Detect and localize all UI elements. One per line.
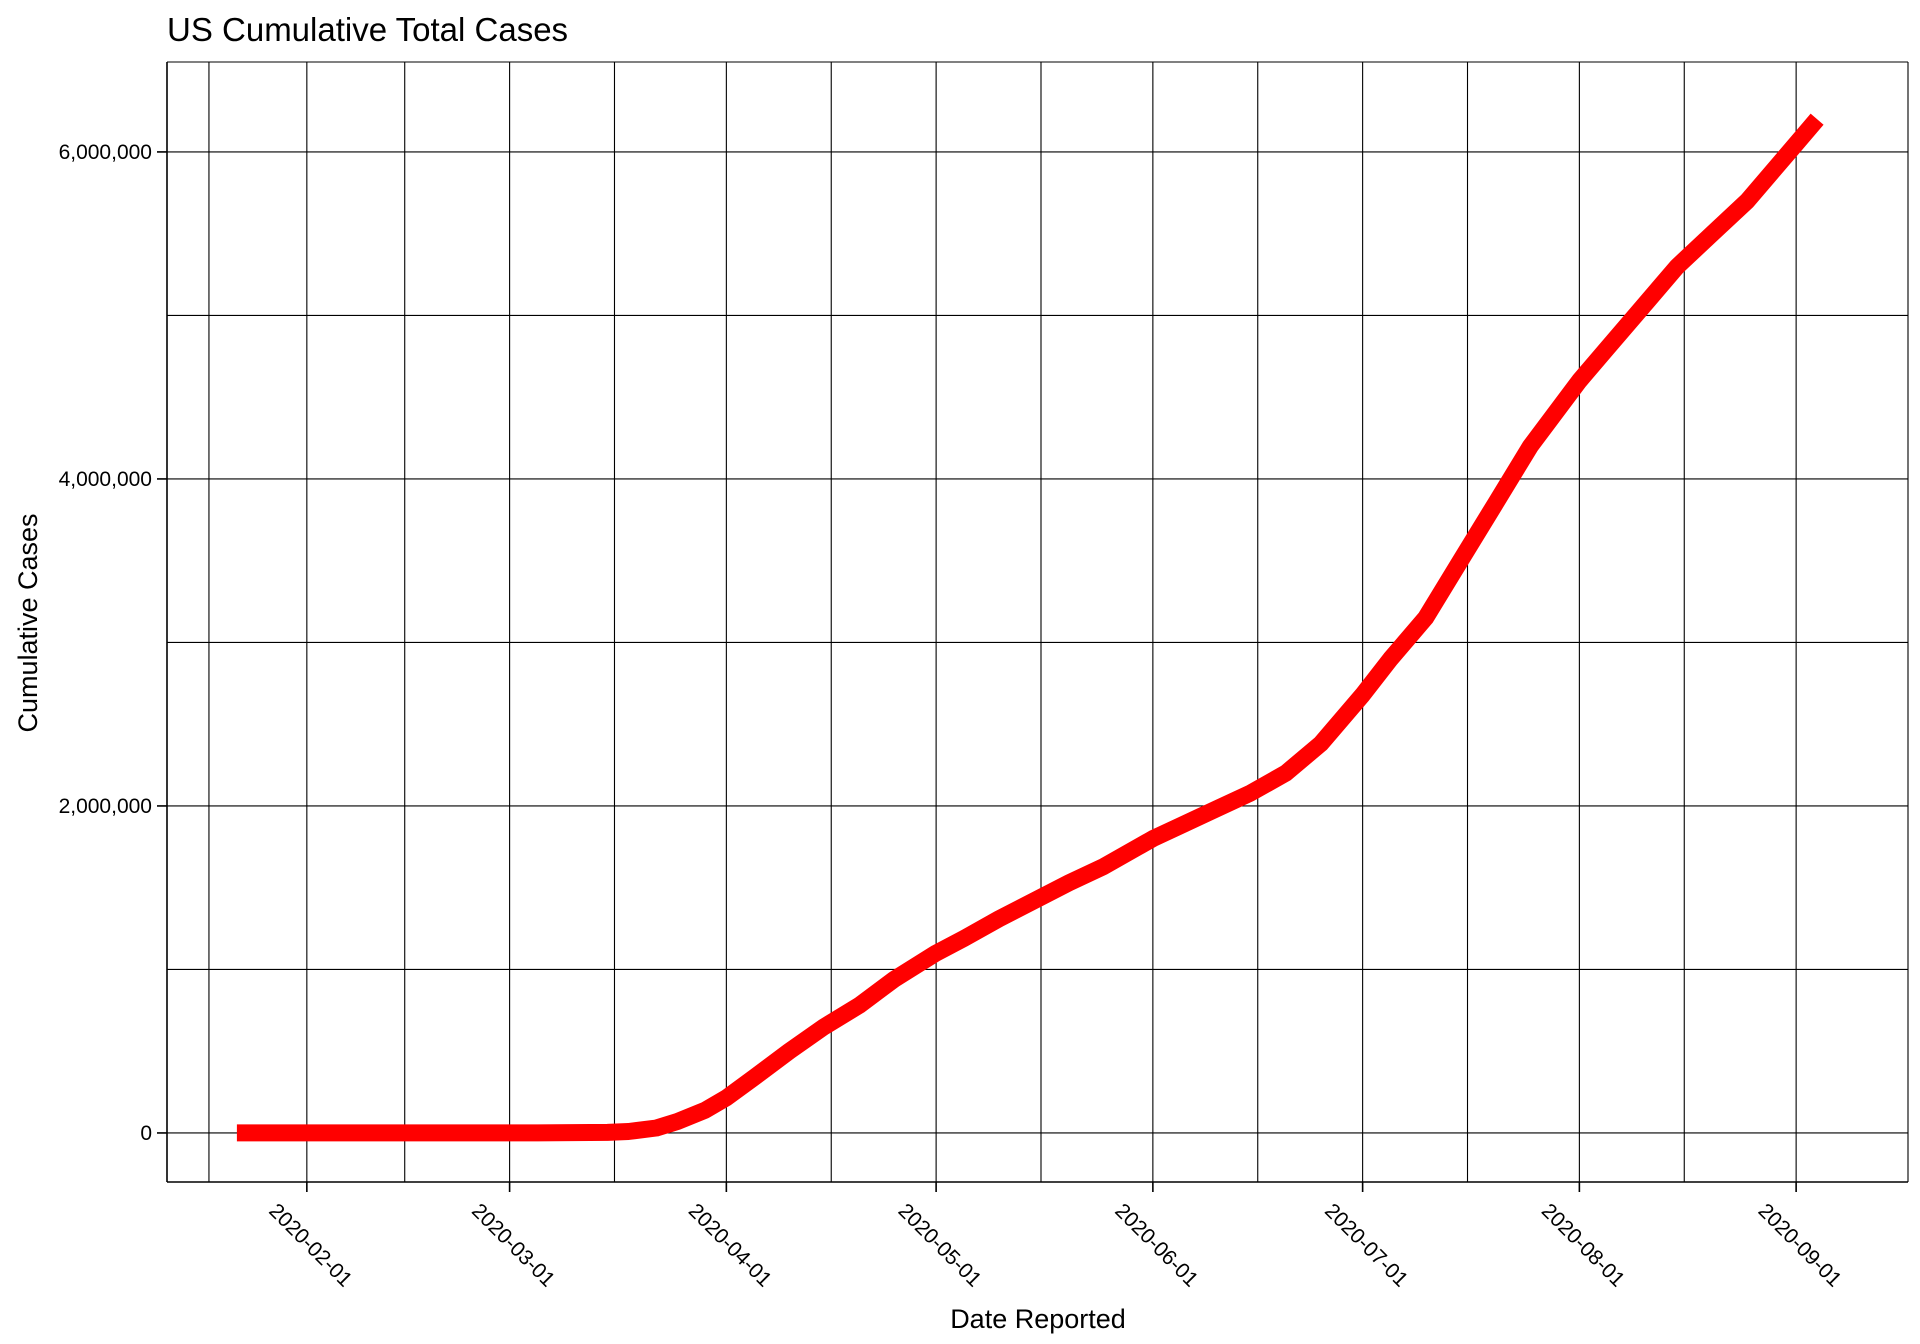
tick-labels: 0 2,000,000 4,000,000 6,000,000 2020-02-01 20… bbox=[59, 141, 1846, 1292]
y-tick-label: 0 bbox=[140, 1122, 152, 1145]
y-tick-label: 6,000,000 bbox=[59, 141, 152, 164]
x-axis-title: Date Reported bbox=[950, 1304, 1126, 1334]
chart-title: US Cumulative Total Cases bbox=[167, 11, 568, 48]
x-tick-label: 2020-07-01 bbox=[1320, 1199, 1412, 1291]
x-tick-label: 2020-09-01 bbox=[1754, 1199, 1846, 1291]
y-axis-title: Cumulative Cases bbox=[13, 513, 43, 732]
y-tick-label: 4,000,000 bbox=[59, 468, 152, 491]
axes bbox=[157, 62, 1908, 1192]
grid bbox=[167, 61, 1909, 1182]
x-tick-label: 2020-05-01 bbox=[894, 1199, 986, 1291]
y-tick-label: 2,000,000 bbox=[59, 795, 152, 818]
series-line bbox=[236, 113, 1824, 1142]
x-tick-label: 2020-03-01 bbox=[467, 1199, 559, 1291]
series-group bbox=[236, 113, 1824, 1142]
x-tick-label: 2020-02-01 bbox=[264, 1199, 356, 1291]
x-tick-label: 2020-08-01 bbox=[1537, 1199, 1629, 1291]
x-tick-label: 2020-04-01 bbox=[684, 1199, 776, 1291]
x-tick-label: 2020-06-01 bbox=[1110, 1199, 1202, 1291]
